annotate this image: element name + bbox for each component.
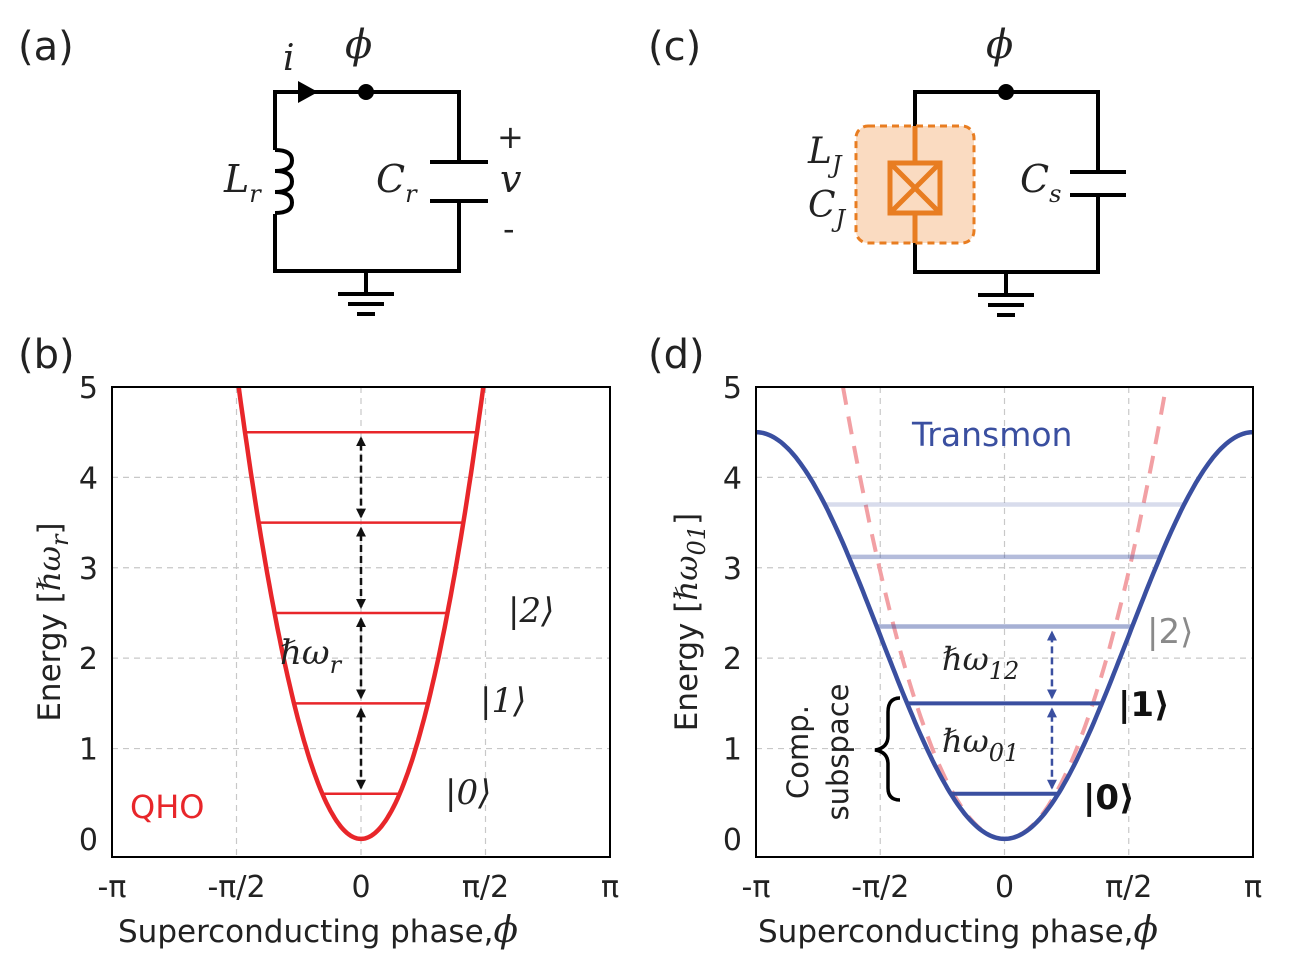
y-tick-label: 0 — [723, 823, 742, 858]
x-axis-label: Superconducting phase,ϕ — [758, 910, 1158, 951]
inductor-label: Lr — [223, 157, 262, 208]
transition-01-label: ℏω01 — [942, 722, 1019, 767]
top-wire — [273, 90, 461, 162]
x-ticks: -π -π/2 0 π/2 π — [98, 870, 619, 905]
y-axis-label: Energy [ℏω01] — [669, 513, 711, 731]
x-tick-label: -π/2 — [851, 870, 909, 905]
state-0-label: |0⟩ — [1083, 778, 1135, 818]
y-tick-label: 3 — [79, 552, 98, 587]
panel-b-label: (b) — [18, 332, 75, 378]
y-tick-label: 5 — [723, 371, 742, 406]
voltage-minus: - — [503, 210, 515, 248]
state-1-label: |1⟩ — [480, 681, 526, 721]
qho-potential-curve — [236, 386, 486, 842]
state-2-label: |2⟩ — [508, 591, 554, 631]
transition-12-label: ℏω12 — [942, 640, 1019, 685]
current-label: i — [283, 38, 295, 79]
state-0-label: |0⟩ — [445, 773, 491, 813]
plot-area — [236, 386, 486, 842]
capacitor-label: Cr — [376, 157, 418, 208]
panel-c-label: (c) — [648, 24, 701, 70]
node-phi-label: ϕ — [986, 22, 1013, 68]
y-tick-label: 4 — [723, 461, 742, 496]
josephson-junction-icon — [887, 126, 943, 243]
subspace-label-line-1: Comp. — [781, 705, 815, 799]
plot-area — [755, 387, 1254, 842]
panel-c-circuit: (c) ϕ LJ CJ Cs — [648, 22, 1126, 317]
y-ticks: 0 1 2 3 4 5 — [723, 371, 742, 858]
panel-a-circuit: (a) ϕ i Lr Cr + v - — [18, 22, 524, 316]
x-tick-label: π/2 — [1105, 870, 1152, 905]
panel-d-label: (d) — [648, 332, 705, 378]
series-label: Transmon — [911, 415, 1072, 454]
y-tick-label: 5 — [79, 371, 98, 406]
state-1-label: |1⟩ — [1118, 685, 1170, 725]
x-tick-label: -π — [98, 870, 127, 905]
panel-a-label: (a) — [18, 24, 74, 70]
y-tick-label: 1 — [79, 733, 98, 768]
subspace-brace-icon — [874, 696, 901, 802]
node-dot — [358, 84, 374, 100]
x-ticks: -π -π/2 0 π/2 π — [742, 870, 1262, 905]
y-tick-label: 2 — [79, 642, 98, 677]
x-tick-label: π — [1244, 870, 1262, 905]
y-tick-label: 4 — [79, 461, 98, 496]
node-phi-label: ϕ — [345, 22, 372, 68]
panel-b-chart: (b) -π -π/2 0 π/2 π 0 1 2 3 4 5 QHO ℏωr |0⟩ |1⟩ |… — [18, 332, 619, 951]
shunt-capacitor-label: Cs — [1020, 157, 1061, 208]
junction-inductance-label: LJ — [807, 131, 843, 179]
voltage-plus: + — [497, 118, 524, 156]
node-dot — [998, 84, 1014, 100]
series-label: QHO — [130, 788, 204, 826]
x-tick-label: 0 — [995, 870, 1014, 905]
subspace-label-line-2: subspace — [821, 684, 855, 821]
bottom-wire — [273, 201, 461, 273]
y-tick-label: 1 — [723, 733, 742, 768]
state-2-label: |2⟩ — [1147, 612, 1193, 652]
y-tick-label: 2 — [723, 642, 742, 677]
y-axis-label: Energy [ℏωr] — [32, 522, 74, 721]
x-tick-label: -π/2 — [207, 870, 265, 905]
x-tick-label: π/2 — [462, 870, 509, 905]
current-arrow-icon — [298, 81, 318, 103]
junction-capacitance-label: CJ — [808, 185, 847, 233]
x-axis-label: Superconducting phase,ϕ — [118, 910, 518, 951]
transmon-potential-curve — [755, 429, 1254, 842]
voltage-label: v — [500, 157, 522, 201]
y-tick-label: 0 — [79, 823, 98, 858]
x-tick-label: π — [601, 870, 619, 905]
x-tick-label: -π — [742, 870, 771, 905]
inductor-coil-icon — [274, 148, 295, 215]
y-ticks: 0 1 2 3 4 5 — [79, 371, 98, 858]
spacing-label: ℏωr — [280, 633, 343, 679]
plot-frame — [111, 386, 611, 858]
y-tick-label: 3 — [723, 552, 742, 587]
plot-frame — [755, 386, 1254, 858]
x-tick-label: 0 — [351, 870, 370, 905]
